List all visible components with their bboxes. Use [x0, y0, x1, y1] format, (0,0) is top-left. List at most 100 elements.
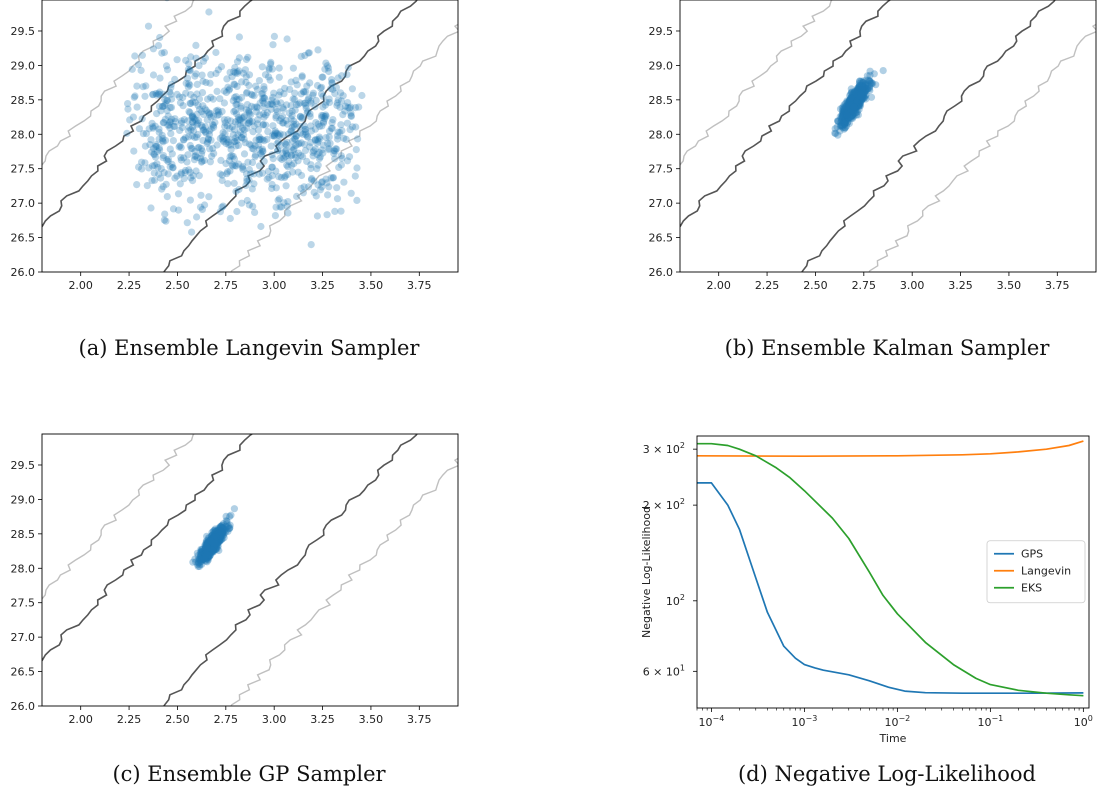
- ensemble-point: [856, 77, 864, 85]
- ensemble-point: [267, 105, 275, 113]
- ensemble-point: [848, 100, 857, 108]
- ensemble-point: [844, 106, 852, 114]
- ensemble-point: [200, 554, 208, 563]
- ensemble-point: [192, 70, 200, 78]
- ensemble-point: [193, 133, 201, 141]
- ensemble-point: [843, 97, 851, 105]
- ensemble-point: [210, 539, 218, 547]
- ensemble-point: [242, 106, 250, 114]
- y-tick-label: 26.0: [11, 266, 36, 279]
- ensemble-point: [848, 97, 856, 105]
- ensemble-point: [218, 176, 226, 185]
- ensemble-point: [193, 90, 201, 98]
- ensemble-point: [126, 116, 134, 124]
- ensemble-point: [206, 543, 214, 551]
- ensemble-point: [232, 100, 240, 108]
- ensemble-point: [855, 83, 863, 91]
- ensemble-point: [861, 85, 869, 93]
- ensemble-point: [205, 543, 213, 551]
- ensemble-point: [148, 148, 156, 156]
- ensemble-point: [124, 105, 132, 113]
- ensemble-point: [203, 541, 212, 549]
- ensemble-point: [213, 545, 221, 553]
- ensemble-point: [169, 205, 178, 213]
- ensemble-point: [167, 130, 175, 138]
- ensemble-point: [197, 557, 206, 565]
- ensemble-point: [202, 538, 210, 546]
- ensemble-point: [201, 554, 209, 562]
- ensemble-point: [211, 538, 219, 547]
- ensemble-point: [857, 93, 865, 101]
- ensemble-point: [851, 103, 859, 111]
- ensemble-point: [847, 94, 855, 103]
- ensemble-point: [199, 548, 207, 556]
- ensemble-point: [328, 119, 336, 127]
- ensemble-point: [176, 142, 184, 150]
- plot-area-a: [42, 0, 458, 272]
- ensemble-point: [211, 540, 219, 549]
- ensemble-point: [204, 551, 213, 559]
- ensemble-point: [268, 163, 276, 171]
- ensemble-point: [208, 532, 216, 540]
- ensemble-point: [840, 111, 848, 119]
- ensemble-point: [841, 118, 849, 126]
- contour-line: [680, 0, 892, 228]
- ensemble-point: [850, 89, 858, 97]
- contour-line: [163, 0, 418, 272]
- ensemble-point: [259, 120, 267, 129]
- ensemble-point: [209, 542, 218, 550]
- ensemble-point: [857, 92, 865, 100]
- ensemble-point: [248, 145, 256, 153]
- y-tick-label: 29.0: [11, 493, 36, 506]
- ensemble-point: [206, 546, 214, 554]
- ensemble-point: [204, 547, 212, 555]
- ensemble-point: [319, 92, 327, 100]
- ensemble-point: [847, 96, 855, 104]
- ensemble-point: [245, 165, 253, 174]
- ensemble-point: [229, 162, 237, 170]
- ensemble-point: [199, 554, 207, 562]
- ensemble-point: [213, 542, 221, 550]
- ensemble-point: [858, 88, 866, 96]
- ensemble-point: [291, 151, 299, 159]
- ensemble-point: [135, 163, 143, 171]
- ensemble-point: [214, 540, 222, 548]
- ensemble-point: [854, 102, 862, 110]
- ensemble-point: [214, 542, 222, 550]
- ensemble-point: [854, 87, 862, 95]
- ensemble-point: [192, 54, 200, 62]
- ensemble-point: [844, 104, 852, 112]
- ensemble-point: [194, 555, 202, 564]
- ensemble-point: [232, 162, 240, 170]
- ensemble-point: [319, 141, 327, 149]
- ensemble-point: [226, 167, 234, 175]
- ensemble-point: [858, 94, 866, 102]
- ensemble-point: [858, 90, 866, 98]
- ensemble-point: [319, 119, 328, 127]
- ensemble-point: [858, 87, 866, 95]
- ensemble-point: [206, 541, 214, 549]
- ensemble-point: [848, 98, 856, 106]
- ensemble-point: [237, 133, 246, 141]
- ensemble-point: [287, 151, 295, 159]
- ensemble-point: [210, 542, 218, 550]
- ensemble-point: [202, 551, 210, 559]
- ensemble-point: [222, 160, 230, 168]
- ensemble-point: [856, 86, 864, 94]
- ensemble-point: [854, 96, 862, 104]
- ensemble-point: [328, 76, 336, 84]
- ensemble-point: [202, 548, 210, 556]
- ensemble-point: [849, 100, 857, 108]
- ensemble-point: [327, 174, 335, 182]
- ensemble-point: [224, 116, 232, 124]
- ensemble-point: [227, 145, 235, 154]
- contour-line: [680, 0, 833, 167]
- ensemble-point: [849, 110, 857, 118]
- ensemble-point: [157, 165, 165, 173]
- ensemble-point: [272, 98, 280, 106]
- ensemble-point: [206, 541, 215, 549]
- ensemble-point: [204, 545, 212, 553]
- ensemble-point: [846, 105, 854, 113]
- ensemble-point: [846, 102, 854, 110]
- ensemble-point: [853, 87, 861, 95]
